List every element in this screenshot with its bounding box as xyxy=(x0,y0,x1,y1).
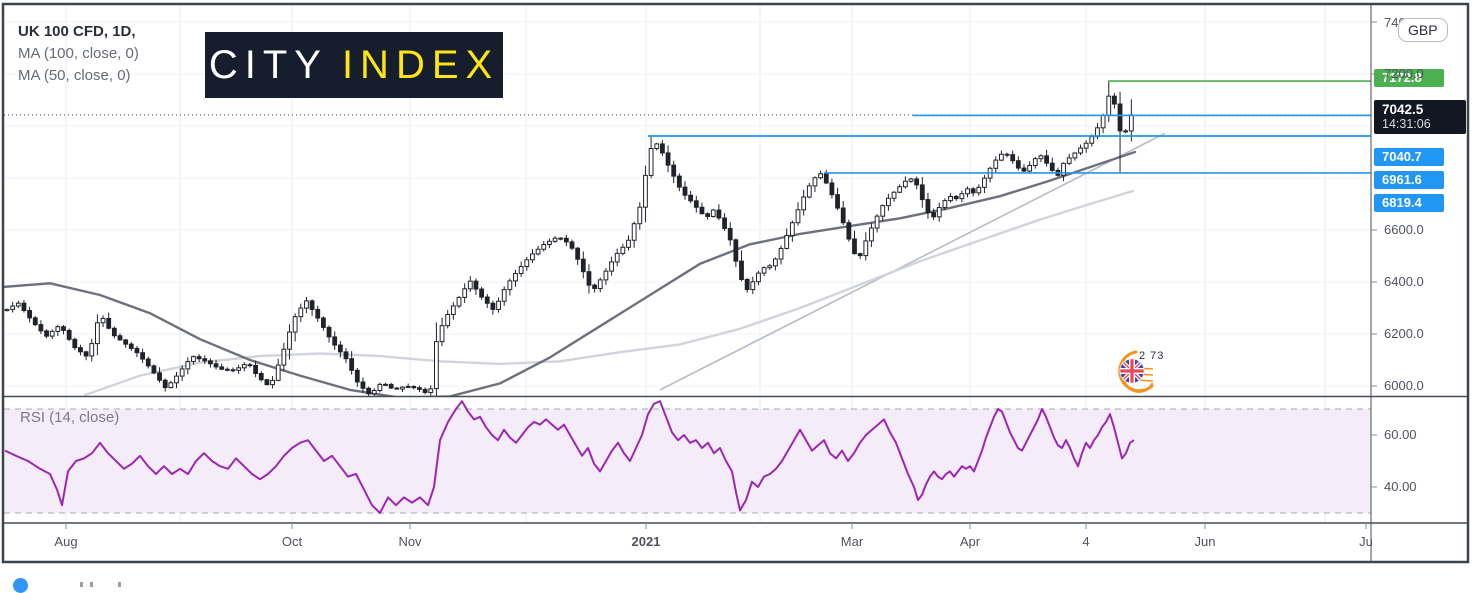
cropped-text-fragment xyxy=(118,582,121,587)
axis-tick-label: 60.00 xyxy=(1384,427,1417,442)
axis-tick-label: 6400.0 xyxy=(1384,274,1424,289)
cropped-text-fragment xyxy=(80,582,83,587)
axis-tick-label: 4 xyxy=(1082,534,1090,549)
alert-level-label-2[interactable]: 6961.6 xyxy=(1374,171,1444,189)
axis-tick-label: 7200.0 xyxy=(1384,66,1424,81)
symbol-legend[interactable]: UK 100 CFD, 1D, MA (100, close, 0) MA (5… xyxy=(18,21,139,87)
attribution-avatar xyxy=(13,578,28,593)
axis-tick-label: Nov xyxy=(398,534,422,549)
axis-tick-label: Jun xyxy=(1194,534,1216,549)
city-index-logo: CITY INDEX xyxy=(205,32,503,98)
uk-flag-badge xyxy=(1118,350,1154,393)
rsi-legend[interactable]: RSI (14, close) xyxy=(20,409,120,426)
alert-level-label-1[interactable]: 7040.7 xyxy=(1374,148,1444,166)
axis-tick-label: Apr xyxy=(959,534,981,549)
axis-tick-label: 40.00 xyxy=(1384,479,1417,494)
axis-tick-label: Ju xyxy=(1359,534,1373,549)
axis-tick-label: 2021 xyxy=(631,534,661,549)
ma50-legend-row[interactable]: MA (50, close, 0) xyxy=(18,67,131,84)
badge-caption: 2 73 xyxy=(1139,350,1165,362)
last-price-value: 7042.5 xyxy=(1382,102,1424,117)
currency-button[interactable]: GBP xyxy=(1398,18,1448,42)
last-price-label[interactable]: 7042.5 14:31:06 xyxy=(1374,100,1466,134)
axis-tick-label: Aug xyxy=(54,534,78,549)
axis-tick-label: 6600.0 xyxy=(1384,222,1424,237)
countdown-timer: 14:31:06 xyxy=(1382,117,1431,131)
alert-level-label-3[interactable]: 6819.4 xyxy=(1374,194,1444,212)
cropped-text-fragment xyxy=(90,582,93,587)
price-label-7172[interactable]: 7172.8 xyxy=(1374,69,1444,87)
symbol-title[interactable]: UK 100 CFD, 1D, xyxy=(18,23,136,40)
ma100-legend-row[interactable]: MA (100, close, 0) xyxy=(18,45,139,62)
logo-city-text: CITY xyxy=(208,42,328,87)
axis-tick-label: Oct xyxy=(281,534,303,549)
logo-index-text: INDEX xyxy=(341,42,500,87)
axis-tick-label: Mar xyxy=(840,534,864,549)
axis-tick-label: 6000.0 xyxy=(1384,378,1424,393)
axis-tick-label: 6200.0 xyxy=(1384,326,1424,341)
